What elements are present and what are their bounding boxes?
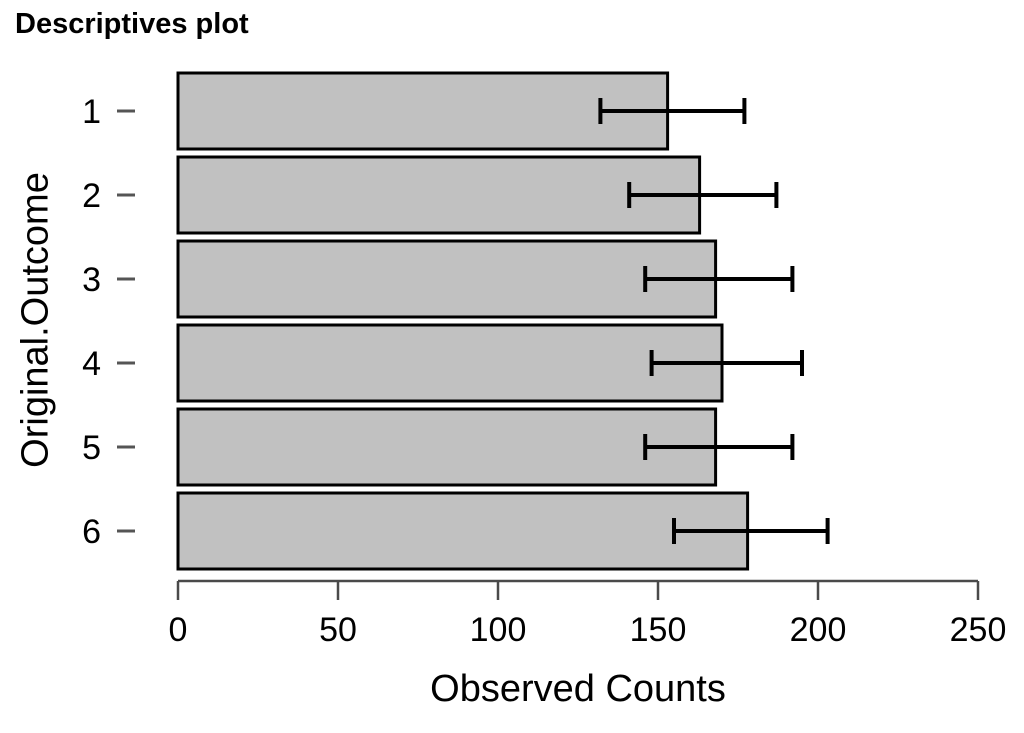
- bar-category-3: [176, 239, 718, 319]
- x-tick-label: 0: [169, 611, 188, 649]
- bar-category-4: [176, 323, 724, 403]
- y-tick-label: 5: [82, 429, 101, 467]
- x-tick-label: 100: [470, 611, 527, 649]
- bar-category-5: [176, 407, 718, 487]
- plot-title: Descriptives plot: [15, 8, 249, 40]
- x-tick-label: 150: [630, 611, 687, 649]
- x-tick-label: 250: [950, 611, 1007, 649]
- x-tick-label: 200: [790, 611, 847, 649]
- x-axis-title: Observed Counts: [430, 668, 726, 710]
- bar-category-2: [176, 155, 702, 235]
- y-tick-label: 3: [82, 261, 101, 299]
- y-tick-label: 2: [82, 177, 101, 215]
- bar-category-6: [176, 491, 750, 571]
- y-tick-label: 6: [82, 513, 101, 551]
- bar-category-1: [176, 71, 670, 151]
- y-tick-label: 1: [82, 93, 101, 131]
- y-tick-label: 4: [82, 345, 101, 383]
- y-axis-title: Original.Outcome: [14, 172, 57, 468]
- x-tick-label: 50: [319, 611, 357, 649]
